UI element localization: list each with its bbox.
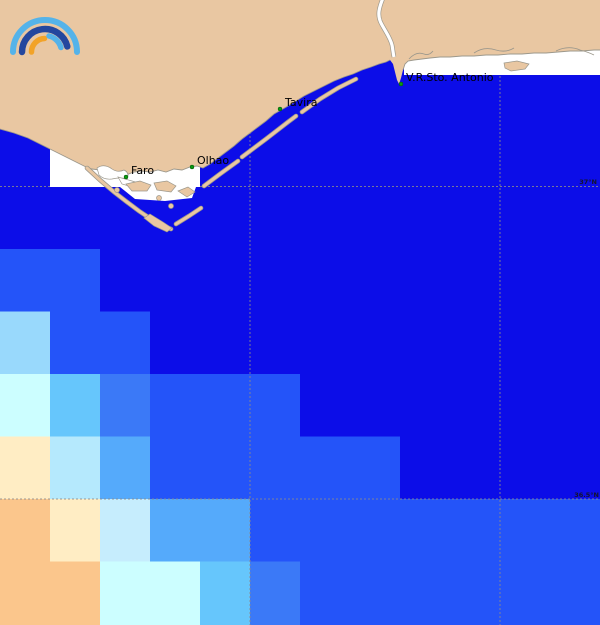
heatmap-cell xyxy=(250,561,300,625)
coastal-islet xyxy=(503,60,530,72)
lagoon-island-3 xyxy=(177,186,196,198)
heatmap-cell xyxy=(100,499,150,562)
heatmap-cell xyxy=(150,499,250,562)
heatmap-cell xyxy=(50,374,100,437)
logo-middle-arc xyxy=(18,25,71,56)
heatmap-cell xyxy=(0,499,50,562)
latitude-label-layer: 37°N 36.5°N xyxy=(574,178,599,499)
heatmap-cell xyxy=(100,436,150,499)
cape-island xyxy=(143,213,173,233)
lagoon-islet-1 xyxy=(114,187,120,193)
heatmap-cell xyxy=(0,311,50,374)
heatmap-cell xyxy=(250,499,600,562)
logo-swoosh-arc xyxy=(46,33,64,51)
latitude-label: 37°N xyxy=(579,178,597,186)
city-dot xyxy=(277,106,283,112)
river-channel xyxy=(377,0,396,58)
marsh-creek-3 xyxy=(555,47,595,56)
city-label: V.R.Sto. Antonio xyxy=(406,71,494,84)
heatmap-cell xyxy=(300,561,600,625)
heatmap-cell xyxy=(0,249,100,312)
lagoon-island-2 xyxy=(153,180,177,193)
heatmap-cell xyxy=(50,311,150,374)
east-coast-details xyxy=(408,47,595,72)
heatmap-cell xyxy=(150,436,400,499)
marsh-creek-1 xyxy=(408,50,434,60)
city-marker-layer: Faro Olhao Tavira V.R.Sto. Antonio xyxy=(123,71,494,180)
lagoon-islet-2 xyxy=(156,195,162,201)
logo-orange-arc xyxy=(28,35,48,55)
lagoon-island-1 xyxy=(125,180,152,192)
faro-marsh-channel xyxy=(96,165,129,180)
city-label: Tavira xyxy=(284,96,317,109)
barrier-island-a xyxy=(174,206,203,226)
heatmap-cell xyxy=(0,561,100,625)
heatmap-cell xyxy=(100,561,200,625)
marsh-creek-2 xyxy=(473,47,515,54)
heatmap-cell xyxy=(100,374,150,437)
city-dot xyxy=(189,164,195,170)
barrier-spit-tavira xyxy=(240,77,358,159)
heatmap-cell xyxy=(200,561,250,625)
logo-outer-arc xyxy=(10,17,80,55)
heatmap-cell xyxy=(50,436,100,499)
land-polygon xyxy=(0,0,600,175)
lagoon-islet-3 xyxy=(168,203,174,209)
rainbow-arcs-logo xyxy=(10,17,80,56)
heatmap-cell xyxy=(50,499,100,562)
heatmap-cell xyxy=(0,436,50,499)
city-dot xyxy=(123,174,129,180)
latitude-label: 36.5°N xyxy=(574,491,599,499)
city-label: Faro xyxy=(131,164,154,177)
lagoon-details xyxy=(84,76,359,233)
heatmap-cell xyxy=(0,374,50,437)
city-label: Olhao xyxy=(197,154,229,167)
heatmap-cell xyxy=(150,374,300,437)
city-dot xyxy=(398,81,404,87)
barrier-island-b xyxy=(202,159,240,188)
heatmap-cell-layer xyxy=(0,249,600,625)
guadiana-river xyxy=(376,0,397,58)
